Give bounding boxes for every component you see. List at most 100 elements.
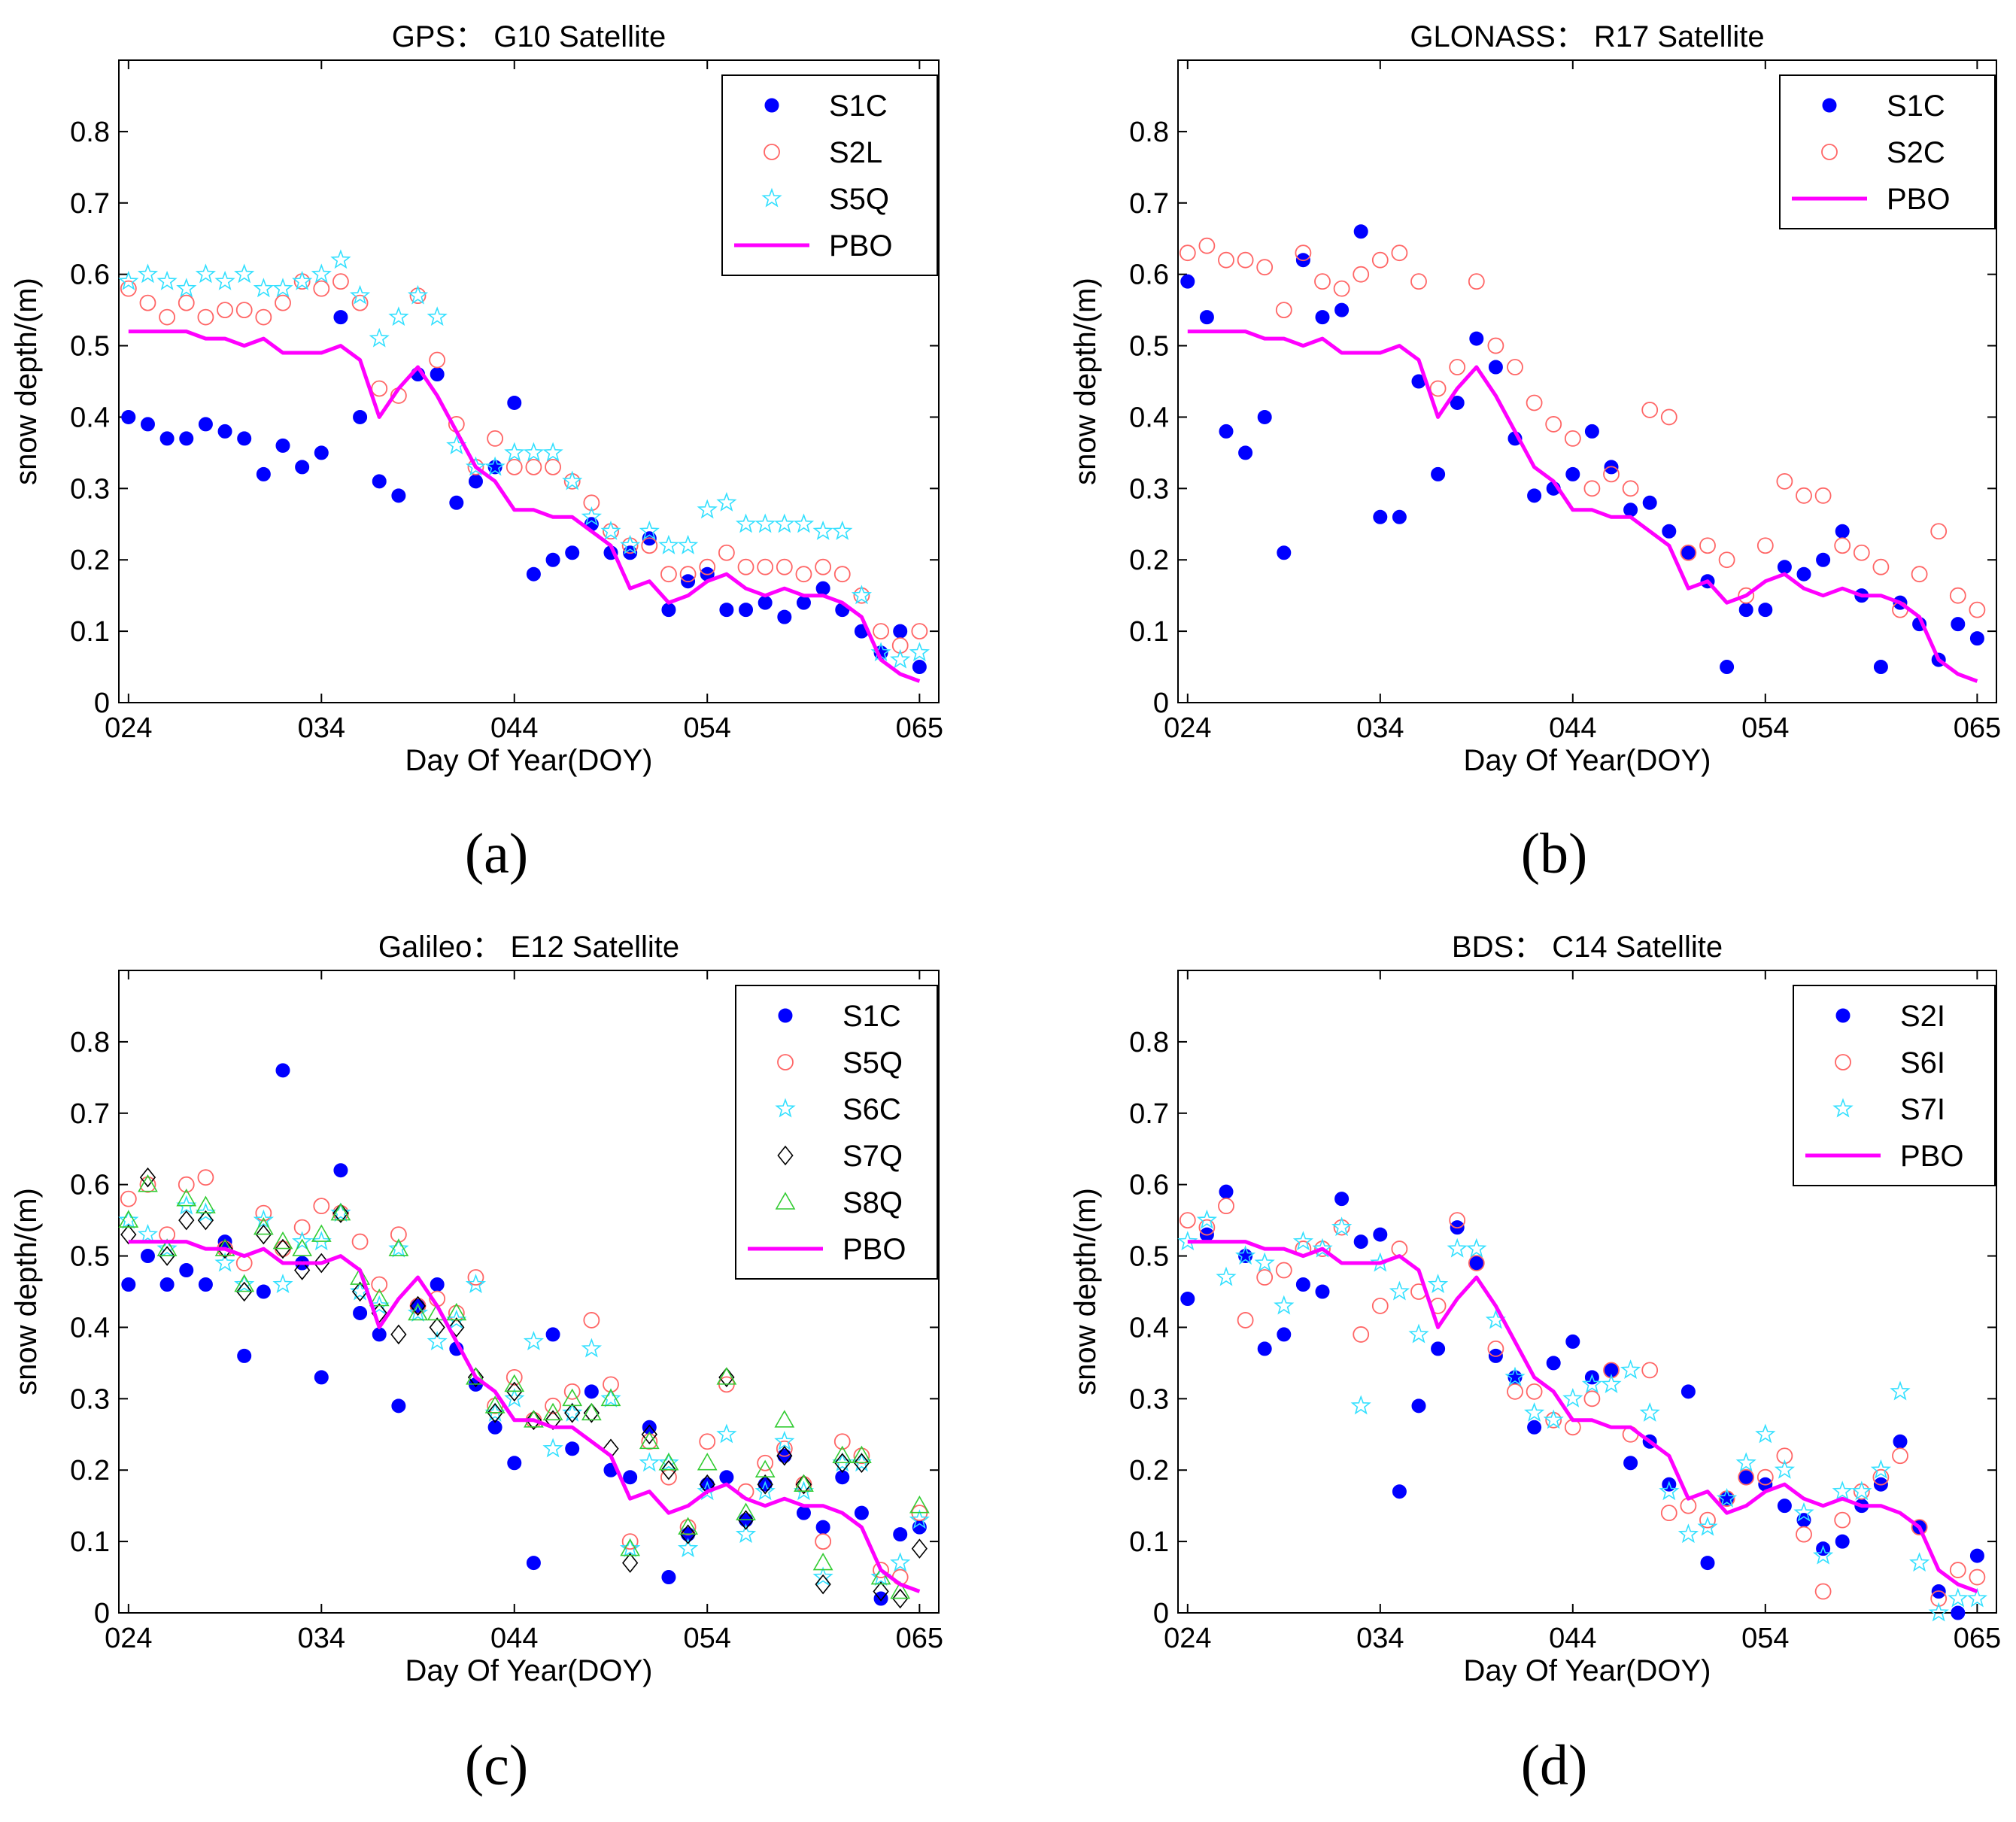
data-point bbox=[1948, 1587, 1969, 1608]
x-tick-label: 065 bbox=[1954, 712, 2001, 744]
legend-swatch bbox=[775, 1192, 796, 1210]
legend-label: PBO bbox=[829, 229, 892, 263]
data-point bbox=[545, 1410, 561, 1431]
legend-label: PBO bbox=[843, 1233, 906, 1266]
data-point bbox=[291, 270, 313, 290]
data-point bbox=[1584, 424, 1599, 439]
data-point bbox=[1835, 1534, 1850, 1549]
series-line bbox=[1187, 329, 1978, 683]
data-point bbox=[409, 1295, 427, 1316]
x-tick-label: 054 bbox=[1741, 712, 1789, 744]
data-point bbox=[196, 1195, 216, 1213]
data-point bbox=[545, 1327, 560, 1342]
y-tick-label: 0.2 bbox=[1129, 545, 1169, 576]
y-tick-label: 0.7 bbox=[1129, 188, 1169, 220]
x-tick-label: 054 bbox=[1741, 1623, 1789, 1654]
data-point bbox=[311, 1231, 332, 1251]
data-point bbox=[1814, 1583, 1832, 1600]
data-point bbox=[1777, 560, 1792, 575]
legend-swatch bbox=[1835, 1008, 1851, 1023]
data-point bbox=[1216, 1266, 1237, 1286]
data-point bbox=[1315, 1284, 1330, 1299]
data-point bbox=[1774, 1459, 1795, 1479]
data-point bbox=[1796, 1526, 1812, 1543]
data-point bbox=[1796, 487, 1812, 504]
data-point bbox=[718, 1367, 735, 1388]
data-point bbox=[1662, 1477, 1677, 1492]
data-point bbox=[236, 1281, 253, 1302]
data-point bbox=[757, 1454, 774, 1471]
data-point bbox=[506, 1368, 523, 1386]
data-point bbox=[1256, 1269, 1274, 1286]
legend-label: PBO bbox=[1887, 183, 1950, 216]
series-s7i bbox=[1177, 1209, 1987, 1622]
data-point bbox=[292, 1238, 313, 1256]
data-point bbox=[852, 1445, 872, 1464]
data-point bbox=[873, 1591, 888, 1606]
data-point bbox=[1909, 1552, 1930, 1572]
data-point bbox=[350, 1267, 370, 1285]
data-point bbox=[619, 1538, 641, 1558]
y-tick-label: 0 bbox=[1153, 1598, 1169, 1629]
panel-caption: (d) bbox=[1521, 1734, 1588, 1797]
data-point bbox=[909, 1496, 930, 1514]
x-axis-label: Day Of Year(DOY) bbox=[1463, 1654, 1711, 1687]
data-point bbox=[795, 566, 812, 583]
data-point bbox=[1735, 1452, 1756, 1472]
y-tick-label: 0.5 bbox=[70, 1241, 110, 1273]
data-point bbox=[1218, 1198, 1234, 1215]
data-point bbox=[583, 1312, 600, 1329]
chart-title: Galileo： E12 Satellite bbox=[378, 931, 679, 964]
data-point bbox=[737, 558, 754, 575]
data-point bbox=[1834, 537, 1851, 554]
data-point bbox=[679, 1524, 697, 1544]
data-point bbox=[622, 1553, 639, 1573]
data-point bbox=[253, 1209, 275, 1229]
x-tick-label: 034 bbox=[1356, 712, 1404, 744]
data-point bbox=[198, 417, 213, 432]
data-point bbox=[1350, 1395, 1371, 1415]
data-point bbox=[641, 1433, 658, 1450]
data-point bbox=[140, 1249, 155, 1264]
data-point bbox=[1488, 360, 1503, 375]
legend-box bbox=[1779, 74, 1996, 229]
data-point bbox=[890, 648, 911, 669]
x-tick-label: 044 bbox=[490, 712, 538, 744]
data-point bbox=[545, 1397, 561, 1414]
data-point bbox=[873, 1581, 889, 1602]
data-point bbox=[1814, 487, 1832, 504]
data-point bbox=[658, 1452, 679, 1472]
data-point bbox=[311, 263, 332, 284]
data-point bbox=[1969, 1548, 1984, 1563]
data-point bbox=[178, 1210, 195, 1231]
y-tick-label: 0 bbox=[94, 688, 110, 719]
data-point bbox=[1469, 331, 1484, 346]
data-point bbox=[139, 294, 156, 311]
data-point bbox=[408, 1302, 428, 1321]
data-point bbox=[542, 442, 563, 462]
y-tick-label: 0.3 bbox=[1129, 1383, 1169, 1415]
data-point bbox=[776, 1445, 793, 1466]
x-tick-label: 044 bbox=[1549, 1623, 1596, 1654]
data-point bbox=[776, 1440, 793, 1457]
data-point bbox=[1487, 1341, 1504, 1357]
data-point bbox=[275, 1063, 290, 1078]
data-point bbox=[407, 1302, 429, 1322]
series-s5q bbox=[118, 249, 931, 669]
series-s2c bbox=[1179, 237, 1986, 618]
data-point bbox=[1237, 251, 1254, 269]
data-point bbox=[195, 263, 216, 284]
data-point bbox=[487, 1403, 503, 1423]
y-tick-label: 0.3 bbox=[1129, 473, 1169, 505]
data-point bbox=[1816, 552, 1831, 567]
legend-swatch bbox=[775, 1098, 796, 1118]
data-point bbox=[660, 566, 677, 583]
data-point bbox=[1198, 237, 1216, 254]
data-point bbox=[835, 1470, 850, 1485]
data-point bbox=[1738, 1470, 1753, 1485]
data-point bbox=[851, 1452, 872, 1472]
data-point bbox=[506, 458, 523, 475]
data-point bbox=[754, 513, 776, 533]
data-point bbox=[716, 1423, 737, 1444]
data-point bbox=[892, 1588, 909, 1609]
